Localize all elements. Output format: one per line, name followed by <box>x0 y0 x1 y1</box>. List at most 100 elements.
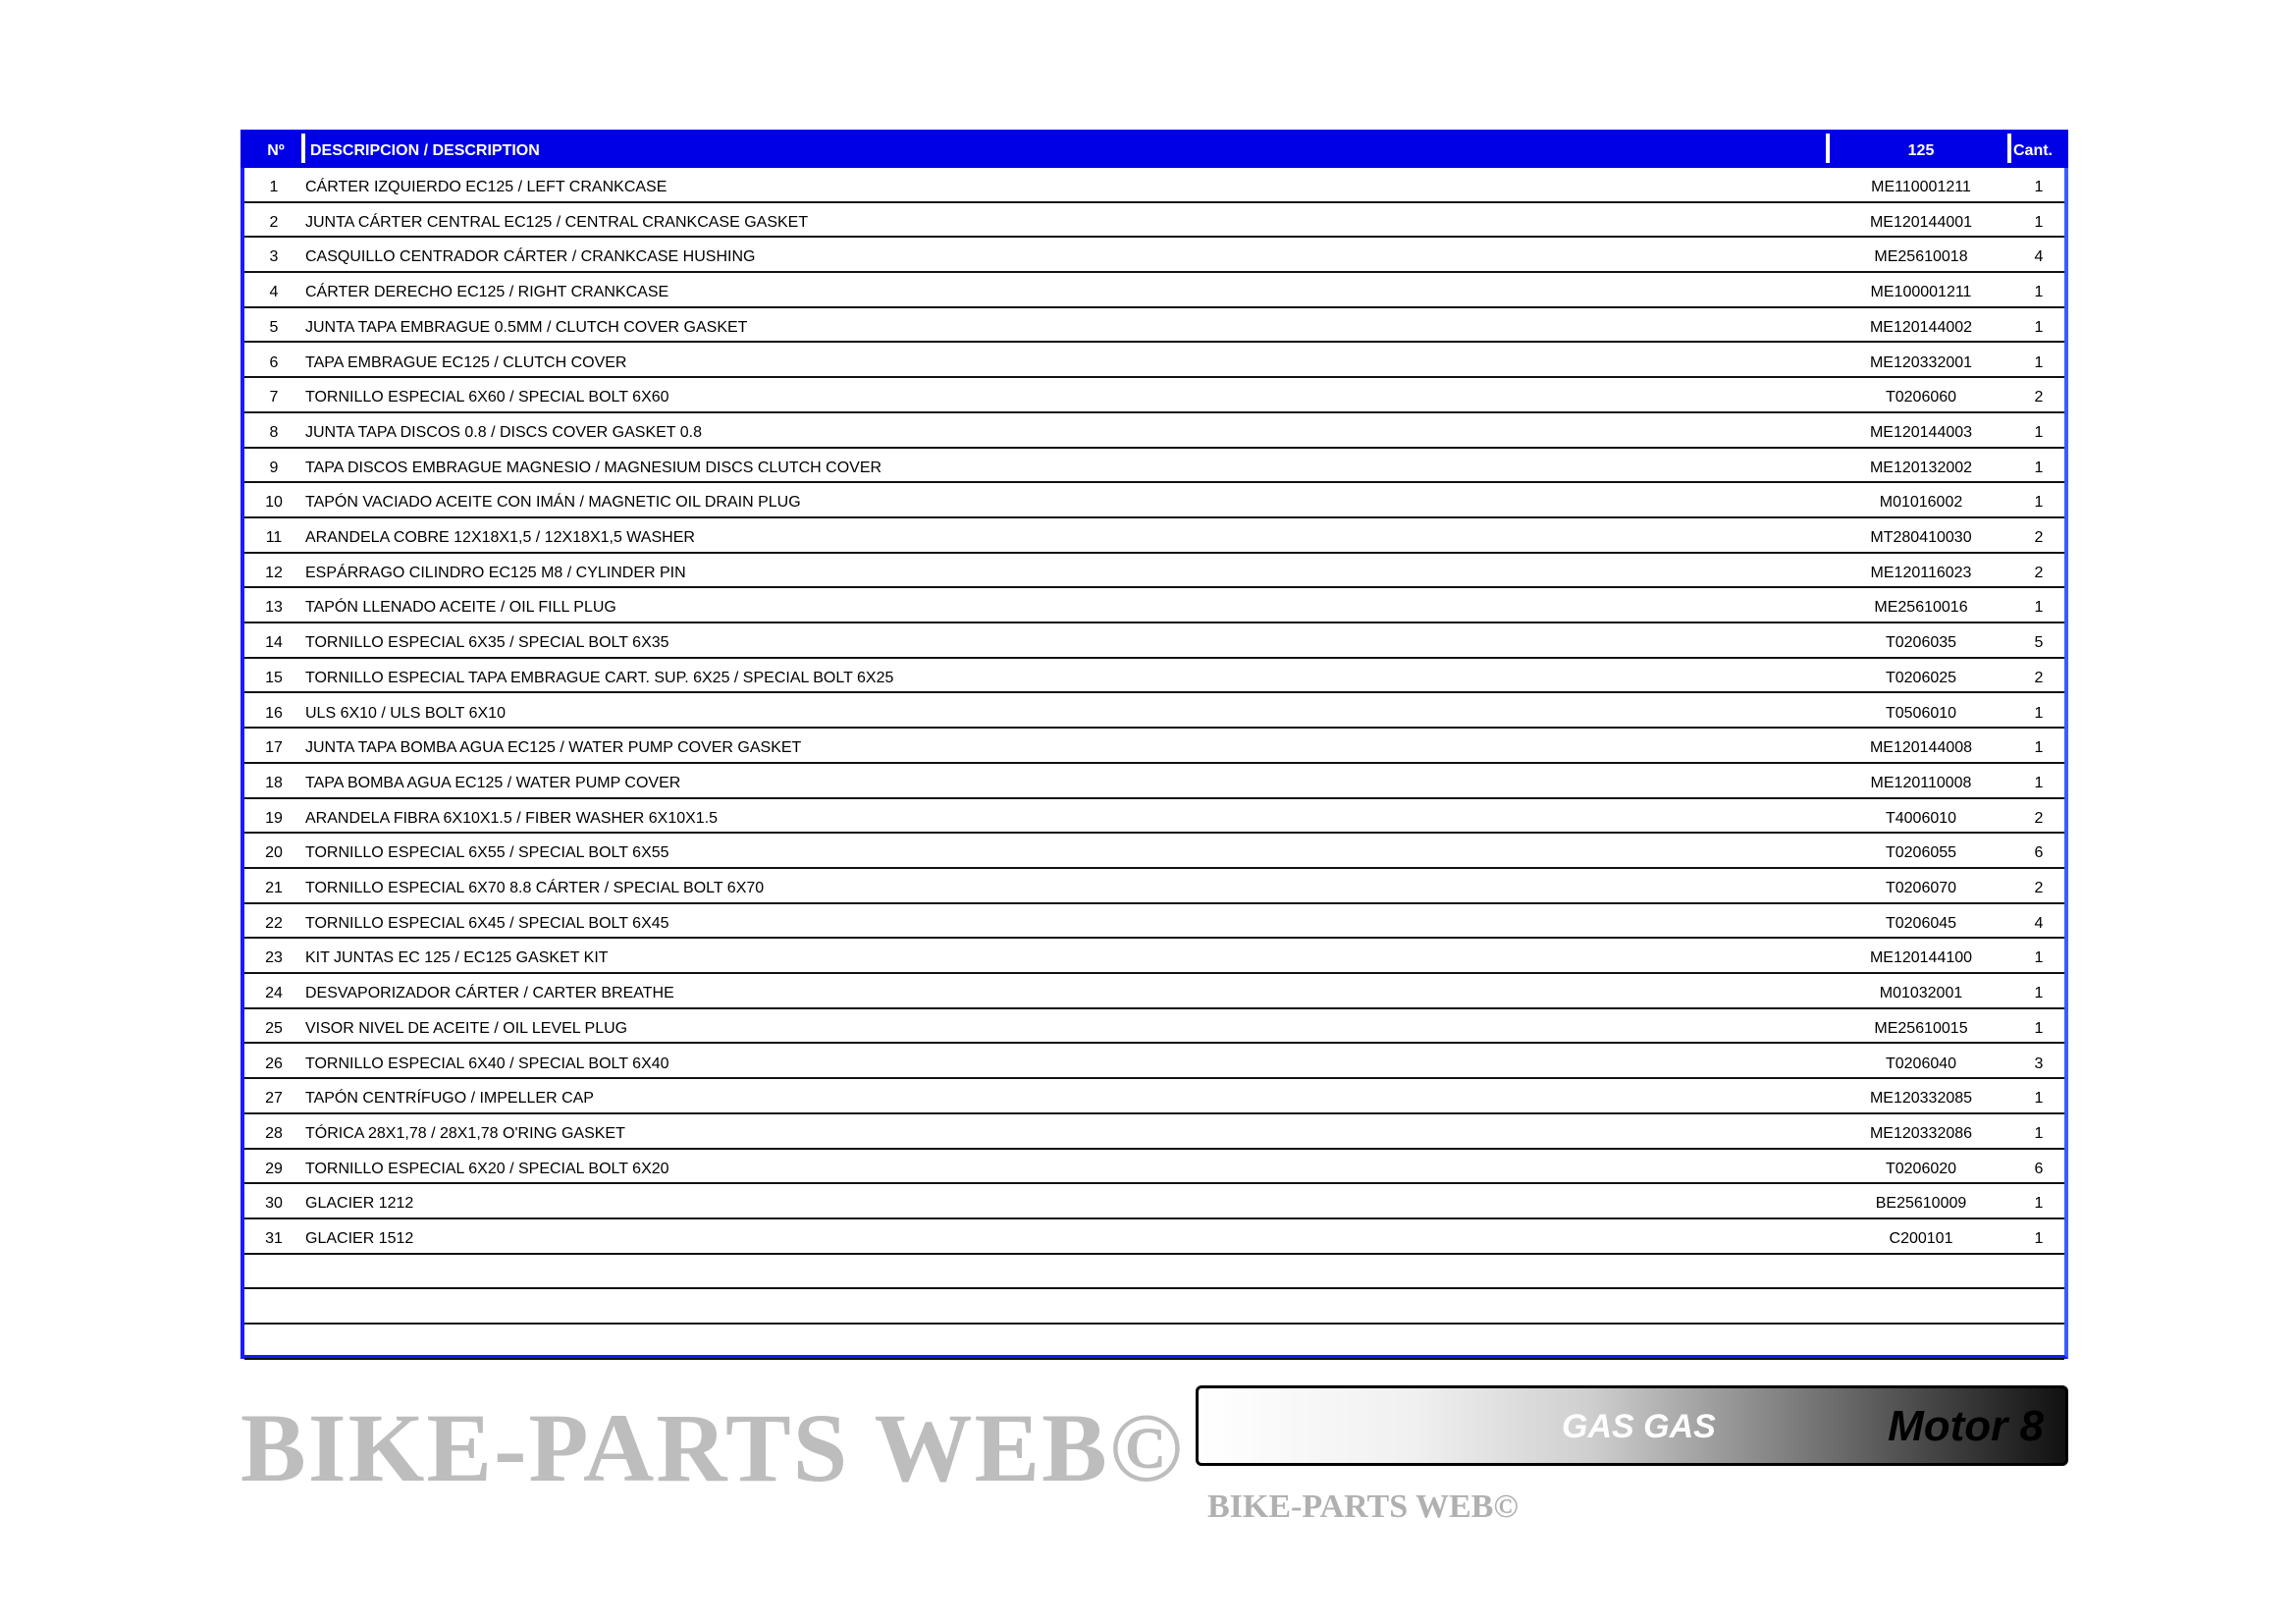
row-description: TORNILLO ESPECIAL 6X55 / SPECIAL BOLT 6X… <box>305 844 669 862</box>
row-quantity: 1 <box>2034 213 2044 231</box>
table-row: 2 JUNTA CÁRTER CENTRAL EC125 / CENTRAL CR… <box>244 203 2064 239</box>
watermark: BIKE-PARTS WEB© <box>240 1393 1185 1502</box>
row-part-code: M01016002 <box>1879 494 1963 512</box>
row-number: 24 <box>265 985 283 1002</box>
row-quantity: 1 <box>2034 1230 2044 1247</box>
section-label: Motor 8 <box>1888 1402 2044 1450</box>
table-row <box>244 1325 2064 1360</box>
row-number: 23 <box>265 949 283 967</box>
row-quantity: 5 <box>2034 634 2044 652</box>
table-row: 27 TAPÓN CENTRÍFUGO / IMPELLER CAP ME12033… <box>244 1079 2064 1114</box>
row-number: 14 <box>265 634 283 652</box>
row-quantity: 4 <box>2034 248 2044 266</box>
row-description: CASQUILLO CENTRADOR CÁRTER / CRANKCASE H… <box>305 248 756 266</box>
row-quantity: 1 <box>2034 459 2044 476</box>
row-part-code: T0206045 <box>1885 914 1957 932</box>
table-row <box>244 1255 2064 1290</box>
row-description: TÓRICA 28X1,78 / 28X1,78 O'RING GASKET <box>305 1124 625 1142</box>
row-description: TAPA EMBRAGUE EC125 / CLUTCH COVER <box>305 353 627 371</box>
row-quantity: 1 <box>2034 494 2044 512</box>
row-quantity: 1 <box>2034 284 2044 301</box>
row-description: TORNILLO ESPECIAL 6X70 8.8 CÁRTER / SPEC… <box>305 880 765 896</box>
table-row: 5 JUNTA TAPA EMBRAGUE 0.5MM / CLUTCH COVE… <box>244 308 2064 344</box>
table-row: 29 TORNILLO ESPECIAL 6X20 / SPECIAL BOLT … <box>244 1150 2064 1185</box>
row-quantity: 2 <box>2034 389 2044 406</box>
row-description: TAPÓN LLENADO ACEITE / OIL FILL PLUG <box>305 599 616 617</box>
header-separator <box>2007 134 2011 163</box>
row-part-code: T0206070 <box>1885 880 1957 896</box>
row-quantity: 1 <box>2034 949 2044 967</box>
header-separator <box>1826 134 1830 163</box>
table-row: 21 TORNILLO ESPECIAL 6X70 8.8 CÁRTER / SP… <box>244 869 2064 904</box>
row-quantity: 1 <box>2034 1090 2044 1108</box>
row-part-code: ME25610015 <box>1874 1019 1968 1037</box>
row-part-code: T0206020 <box>1885 1160 1957 1177</box>
row-part-code: T0206060 <box>1885 389 1957 406</box>
row-part-code: ME25610018 <box>1874 248 1968 266</box>
row-description: TAPÓN CENTRÍFUGO / IMPELLER CAP <box>305 1090 594 1108</box>
row-quantity: 2 <box>2034 529 2044 546</box>
row-number: 4 <box>269 284 279 301</box>
row-description: ULS 6X10 / ULS BOLT 6X10 <box>305 704 506 722</box>
table-row: 17 JUNTA TAPA BOMBA AGUA EC125 / WATER PU… <box>244 729 2064 764</box>
table-row: 23 KIT JUNTAS EC 125 / EC125 GASKET KIT ME… <box>244 939 2064 975</box>
row-quantity: 2 <box>2034 564 2044 581</box>
row-part-code: ME25610016 <box>1874 599 1968 617</box>
row-part-code: T0206025 <box>1885 669 1957 686</box>
row-quantity: 2 <box>2034 809 2044 827</box>
row-description: DESVAPORIZADOR CÁRTER / CARTER BREATHE <box>305 985 674 1002</box>
table-row: 31 GLACIER 1512 C200101 1 <box>244 1219 2064 1255</box>
header-qty: Cant. <box>2013 142 2053 159</box>
row-description: JUNTA TAPA DISCOS 0.8 / DISCS COVER GASK… <box>305 423 702 441</box>
row-number: 2 <box>269 213 279 231</box>
row-part-code: ME120144003 <box>1869 423 1973 441</box>
watermark-small: BIKE-PARTS WEB© <box>1207 1488 1519 1525</box>
row-number: 8 <box>269 423 279 441</box>
row-number: 30 <box>265 1195 283 1213</box>
row-number: 26 <box>265 1055 283 1072</box>
row-number: 7 <box>269 389 279 406</box>
row-part-code: ME120144001 <box>1869 213 1973 231</box>
row-part-code: ME120332085 <box>1869 1090 1973 1108</box>
row-number: 20 <box>265 844 283 862</box>
row-quantity: 1 <box>2034 599 2044 617</box>
row-description: JUNTA CÁRTER CENTRAL EC125 / CENTRAL CRA… <box>305 213 809 231</box>
table-row: 20 TORNILLO ESPECIAL 6X55 / SPECIAL BOLT … <box>244 834 2064 869</box>
row-description: TORNILLO ESPECIAL 6X35 / SPECIAL BOLT 6X… <box>305 634 669 652</box>
row-part-code: ME120332086 <box>1869 1124 1973 1142</box>
table-row: 28 TÓRICA 28X1,78 / 28X1,78 O'RING GASKET… <box>244 1114 2064 1150</box>
row-description: ARANDELA FIBRA 6X10X1.5 / FIBER WASHER 6… <box>305 809 719 827</box>
row-number: 19 <box>265 809 283 827</box>
row-part-code: ME120116023 <box>1870 564 1972 581</box>
row-part-code: ME120144002 <box>1869 318 1973 336</box>
row-description: JUNTA TAPA BOMBA AGUA EC125 / WATER PUMP… <box>305 739 802 757</box>
table-row: 25 VISOR NIVEL DE ACEITE / OIL LEVEL PLUG… <box>244 1009 2064 1045</box>
row-quantity: 1 <box>2034 1019 2044 1037</box>
header-description: DESCRIPCION / DESCRIPTION <box>310 142 540 159</box>
table-row: 12 ESPÁRRAGO CILINDRO EC125 M8 / CYLINDER… <box>244 554 2064 589</box>
row-number: 13 <box>265 599 283 617</box>
row-number: 5 <box>269 318 279 336</box>
row-number: 12 <box>265 564 283 581</box>
row-quantity: 1 <box>2034 353 2044 371</box>
row-description: VISOR NIVEL DE ACEITE / OIL LEVEL PLUG <box>305 1019 628 1037</box>
row-quantity: 2 <box>2034 880 2044 896</box>
row-part-code: M01032001 <box>1879 985 1963 1002</box>
row-quantity: 2 <box>2034 669 2044 686</box>
row-description: KIT JUNTAS EC 125 / EC125 GASKET KIT <box>305 949 609 967</box>
row-description: TORNILLO ESPECIAL 6X60 / SPECIAL BOLT 6X… <box>305 389 669 406</box>
row-description: TORNILLO ESPECIAL 6X40 / SPECIAL BOLT 6X… <box>305 1055 669 1072</box>
header-model: 125 <box>1907 142 1935 159</box>
row-description: GLACIER 1512 <box>305 1230 414 1247</box>
brand-label: GAS GAS <box>1562 1408 1716 1445</box>
row-description: TAPA BOMBA AGUA EC125 / WATER PUMP COVER <box>305 774 681 791</box>
row-quantity: 1 <box>2034 774 2044 791</box>
row-quantity: 1 <box>2034 1124 2044 1142</box>
table-row: 1 CÁRTER IZQUIERDO EC125 / LEFT CRANKCASE… <box>244 168 2064 203</box>
row-description: TORNILLO ESPECIAL 6X20 / SPECIAL BOLT 6X… <box>305 1160 669 1177</box>
table-row: 15 TORNILLO ESPECIAL TAPA EMBRAGUE CART. … <box>244 659 2064 694</box>
row-number: 6 <box>269 353 279 371</box>
row-quantity: 1 <box>2034 704 2044 722</box>
row-quantity: 6 <box>2034 1160 2044 1177</box>
row-part-code: T0206040 <box>1885 1055 1957 1072</box>
